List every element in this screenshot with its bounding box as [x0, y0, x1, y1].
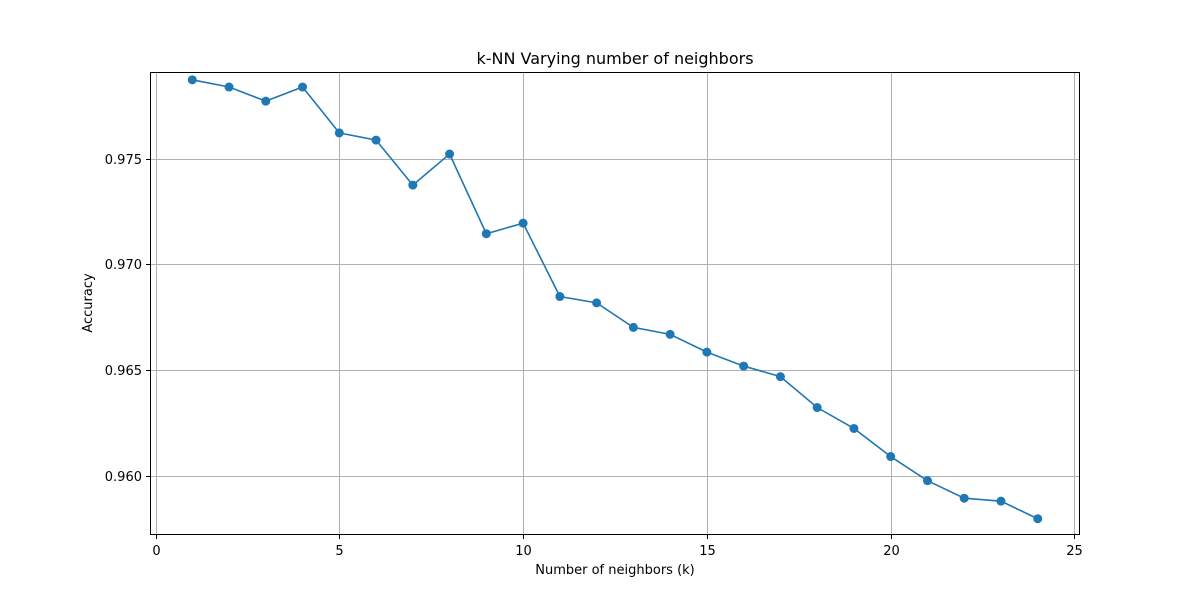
data-point: [775, 372, 785, 382]
data-point: [996, 496, 1006, 506]
data-point: [812, 403, 822, 413]
data-point: [298, 82, 308, 92]
series-layer: [187, 75, 1043, 524]
data-point: [555, 292, 565, 302]
plot-frame: [150, 72, 1080, 535]
data-point: [481, 229, 491, 239]
x-tick-label: 15: [699, 544, 716, 559]
data-point: [886, 452, 896, 462]
y-axis-label: Accuracy: [81, 273, 96, 333]
data-point: [592, 298, 602, 308]
grid: [150, 72, 1080, 535]
x-tick-label: 10: [515, 544, 532, 559]
x-tick-label: 0: [152, 544, 160, 559]
chart-title: k-NN Varying number of neighbors: [476, 49, 753, 68]
y-tick-label: 0.960: [105, 470, 142, 485]
x-axis-label: Number of neighbors (k): [535, 563, 695, 578]
series-line: [192, 79, 1039, 520]
data-point: [739, 361, 749, 371]
data-point: [261, 96, 271, 106]
data-point: [665, 329, 675, 339]
data-point: [187, 75, 197, 85]
data-point: [628, 322, 638, 332]
x-tick-label: 20: [883, 544, 900, 559]
data-point: [371, 135, 381, 145]
data-point: [849, 423, 859, 433]
x-tick-label: 25: [1066, 544, 1083, 559]
y-tick-label: 0.975: [105, 153, 142, 168]
data-point: [408, 180, 418, 190]
y-tick-label: 0.965: [105, 364, 142, 379]
data-point: [334, 128, 344, 138]
tick-layer: 0 5 10 15 20 25 0.960 0.965 0.970 0.975: [105, 153, 1083, 559]
x-tick-label: 5: [335, 544, 343, 559]
data-point: [959, 493, 969, 503]
data-point: [518, 218, 528, 228]
y-tick-label: 0.970: [105, 258, 142, 273]
data-point: [224, 82, 234, 92]
data-point: [445, 149, 455, 159]
data-point: [702, 347, 712, 357]
data-point: [922, 476, 932, 486]
data-point: [1033, 514, 1043, 524]
